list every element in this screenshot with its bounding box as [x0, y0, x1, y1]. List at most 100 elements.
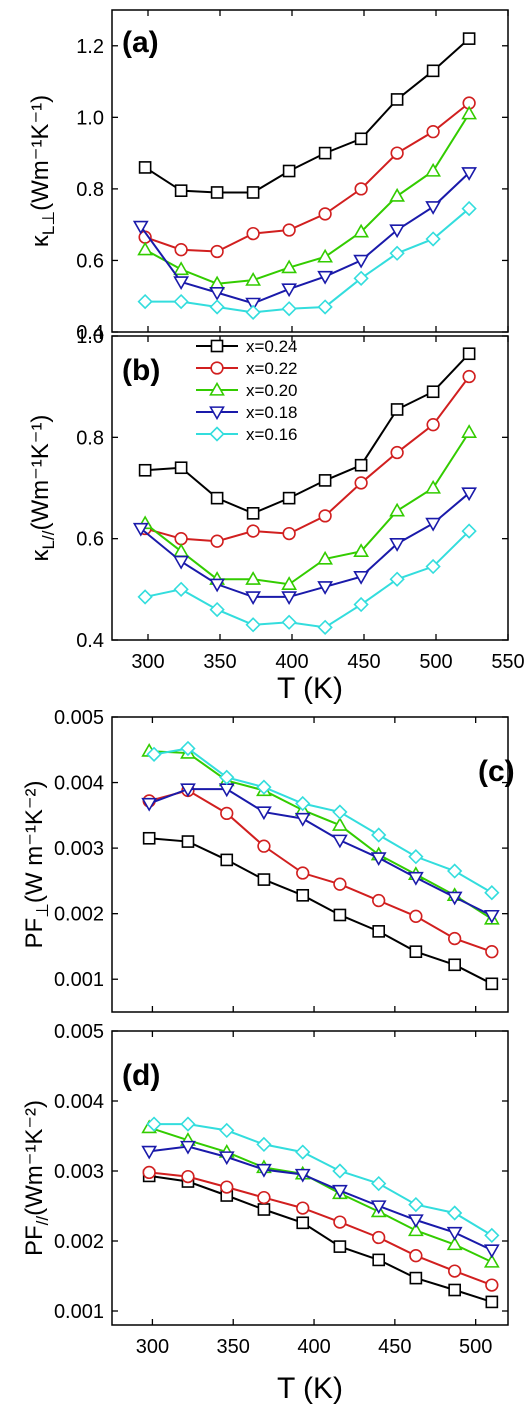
data-point [282, 164, 296, 178]
series-line [148, 1126, 493, 1263]
data-point [174, 532, 188, 546]
data-point [174, 184, 188, 198]
series-x=0.22 [138, 369, 476, 548]
data-point [318, 474, 332, 487]
data-point [354, 476, 368, 490]
data-point [220, 1180, 234, 1194]
x-tick-label: 450 [378, 1336, 411, 1358]
x-tick-label: 550 [491, 651, 524, 673]
panel-3: 0.001 0.002 0.003 0.004 0.005 300 350 400 450 500… [21, 1021, 509, 1405]
data-point [332, 804, 348, 820]
y-tick-label: 0.002 [54, 1231, 104, 1253]
y-tick-label: 0.004 [54, 773, 104, 795]
series-x=0.22 [142, 1165, 499, 1292]
series-line [144, 37, 470, 194]
data-point [132, 220, 149, 235]
data-point [332, 1163, 348, 1179]
data-point [181, 835, 195, 848]
data-point [180, 740, 196, 757]
series-line [148, 789, 493, 953]
y-axis-label: PF⊥(W m⁻¹K⁻²) [21, 780, 52, 948]
y-tick-label: 0.6 [76, 529, 104, 551]
series-x=0.22 [142, 783, 499, 959]
data-point [295, 1144, 311, 1160]
data-point [209, 299, 225, 315]
data-point [408, 849, 424, 865]
data-point [281, 614, 297, 630]
legend-label: x=0.16 [246, 425, 298, 444]
data-point [180, 1140, 196, 1155]
data-point [370, 852, 387, 867]
data-point [332, 817, 348, 831]
data-point [317, 581, 333, 595]
data-point [281, 591, 297, 606]
y-tick-label: 0.4 [76, 322, 104, 344]
data-point [462, 347, 476, 361]
panel-2: 0.001 0.002 0.003 0.004 0.005 PF⊥(W m⁻¹K⁻²) (c… [21, 707, 515, 1013]
legend-label: x=0.20 [246, 381, 298, 400]
legend-entry: x=0.24 [196, 337, 298, 356]
data-point [218, 1151, 235, 1166]
series-line [144, 102, 470, 253]
y-tick-label: 0.8 [76, 179, 104, 201]
data-point [296, 1201, 310, 1215]
data-point [389, 245, 405, 261]
data-point [462, 369, 476, 384]
legend-entry: x=0.20 [196, 381, 298, 400]
data-point [173, 276, 189, 291]
plot-frame [111, 9, 509, 333]
series-x=0.20 [141, 1119, 500, 1268]
series-line [148, 788, 493, 917]
data-point [372, 1230, 386, 1245]
data-point [137, 589, 153, 605]
series-x=0.16 [137, 523, 477, 635]
series-x=0.18 [132, 487, 477, 606]
data-point [409, 945, 423, 959]
data-point [409, 909, 423, 923]
series-x=0.20 [137, 105, 477, 290]
data-point [426, 64, 440, 78]
legend-marker [209, 381, 225, 396]
series-line [154, 1123, 493, 1237]
data-point [485, 1295, 499, 1309]
data-point [425, 517, 441, 532]
y-axis-label-units: (Wm⁻¹K⁻¹) [27, 95, 54, 211]
data-point [210, 534, 224, 548]
series-line [149, 1174, 493, 1303]
y-axis-label-sub: // [33, 1216, 52, 1226]
data-point [138, 161, 152, 174]
data-point [390, 146, 404, 160]
data-point [210, 491, 224, 505]
data-point [256, 806, 272, 821]
data-point [132, 522, 149, 537]
y-tick-label: 1.0 [76, 107, 104, 129]
panel-label: (d) [122, 1059, 160, 1092]
y-axis-label: PF//(Wm⁻¹K⁻²) [21, 1100, 52, 1256]
data-point [461, 487, 477, 502]
legend-entry: x=0.18 [196, 403, 298, 422]
data-point [281, 576, 297, 590]
data-point [485, 945, 499, 959]
data-point [173, 293, 189, 310]
data-point [448, 931, 462, 946]
series-x=0.20 [141, 742, 500, 925]
legend-marker [209, 406, 225, 421]
y-axis-label-sub: ⊥ [33, 903, 52, 918]
data-point [353, 596, 369, 613]
data-point [173, 261, 189, 276]
series-line [153, 747, 493, 894]
data-point [282, 223, 296, 237]
data-point [332, 1184, 348, 1199]
data-point [257, 839, 271, 853]
data-point [209, 286, 225, 301]
data-point [333, 877, 347, 891]
data-point [448, 958, 461, 972]
data-point [408, 1196, 424, 1213]
data-point [485, 977, 499, 991]
data-point [209, 601, 225, 618]
y-axis-label-main: κ [27, 548, 54, 561]
data-point [295, 795, 311, 812]
data-point [446, 891, 463, 906]
data-point [210, 244, 224, 259]
data-point [317, 550, 333, 565]
